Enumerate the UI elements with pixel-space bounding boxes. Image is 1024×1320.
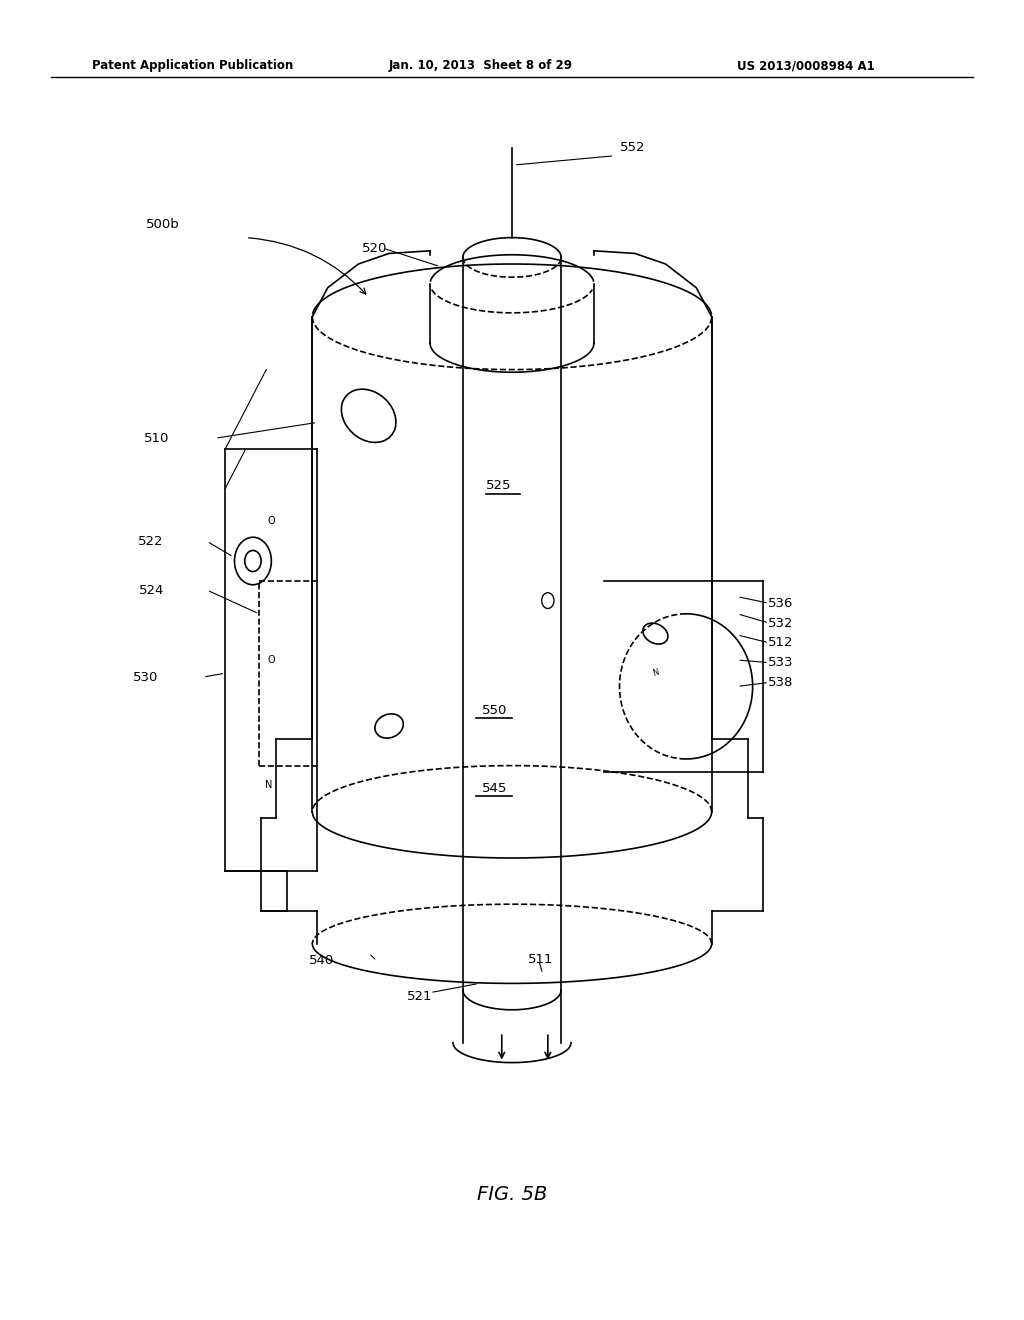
Text: 532: 532 (768, 616, 794, 630)
Text: 545: 545 (482, 781, 507, 795)
Text: US 2013/0008984 A1: US 2013/0008984 A1 (737, 59, 876, 73)
Text: 511: 511 (528, 953, 554, 966)
Text: 533: 533 (768, 656, 794, 669)
Text: O: O (267, 655, 275, 665)
Text: 530: 530 (133, 671, 159, 684)
Text: 538: 538 (768, 676, 794, 689)
Text: 536: 536 (768, 597, 794, 610)
Text: 522: 522 (138, 535, 164, 548)
Text: 512: 512 (768, 636, 794, 649)
Text: O: O (267, 516, 275, 527)
Text: 521: 521 (408, 990, 432, 1003)
Text: N: N (651, 668, 659, 678)
Text: 524: 524 (138, 583, 164, 597)
Text: 540: 540 (308, 954, 334, 968)
Text: Patent Application Publication: Patent Application Publication (92, 59, 294, 73)
Text: Jan. 10, 2013  Sheet 8 of 29: Jan. 10, 2013 Sheet 8 of 29 (389, 59, 573, 73)
Text: 525: 525 (486, 479, 511, 492)
Text: 552: 552 (620, 141, 645, 154)
Text: FIG. 5B: FIG. 5B (477, 1185, 547, 1204)
Text: 510: 510 (143, 432, 169, 445)
Text: N: N (264, 780, 272, 791)
Text: 550: 550 (482, 704, 507, 717)
Text: 500b: 500b (145, 218, 179, 231)
Text: 520: 520 (361, 242, 387, 255)
